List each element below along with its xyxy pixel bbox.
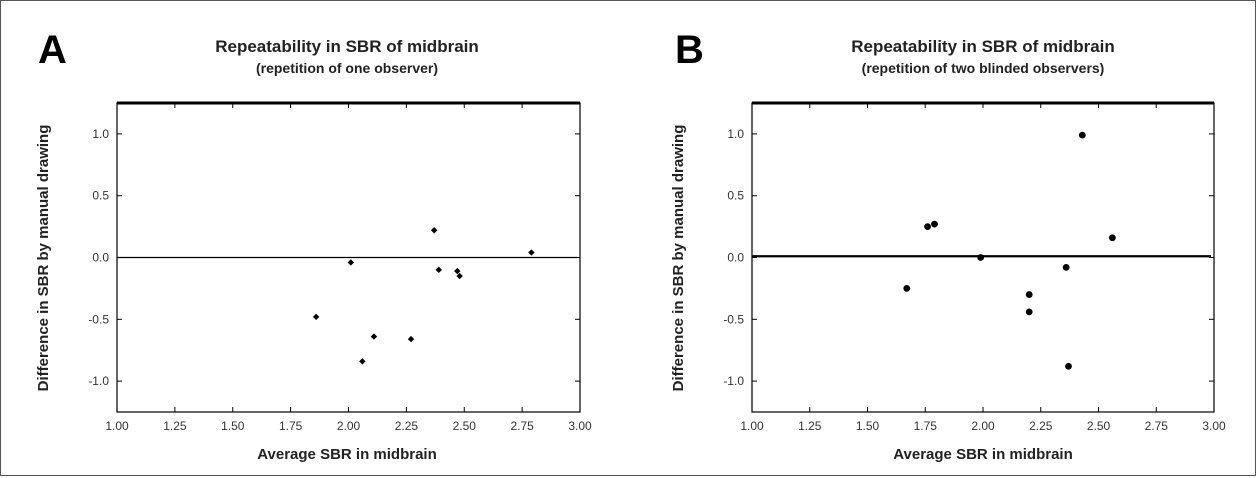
- data-point-a: [456, 272, 463, 280]
- x-tick-label-b: 2.25: [1029, 419, 1053, 433]
- y-axis-label-b: Difference in SBR by manual drawing: [670, 125, 687, 392]
- x-tick-label-b: 2.75: [1145, 419, 1169, 433]
- data-point-a: [347, 259, 355, 266]
- y-tick-label-a: 0.5: [92, 189, 109, 203]
- y-tick-label-a: 0.0: [92, 251, 109, 265]
- y-tick-label-b: 0.0: [727, 251, 744, 265]
- y-tick-label-b: -0.5: [723, 312, 744, 326]
- data-point-a: [528, 249, 535, 256]
- x-tick-label-b: 2.00: [971, 419, 995, 433]
- data-point-b: [1025, 308, 1033, 316]
- data-point-b: [1078, 131, 1086, 139]
- data-point-a: [435, 266, 442, 274]
- data-point-b: [903, 285, 911, 292]
- y-tick-label-a: -0.5: [88, 312, 109, 326]
- data-point-a: [454, 267, 461, 275]
- x-tick-label-a: 1.50: [221, 419, 245, 433]
- x-axis-label-a: Average SBR in midbrain: [257, 446, 437, 463]
- data-point-b: [931, 220, 938, 228]
- data-point-a: [407, 335, 415, 343]
- y-tick-label-a: -1.0: [88, 374, 109, 388]
- x-tick-label-b: 1.75: [914, 419, 938, 433]
- panel-b: B Repeatability in SBR of midbrain (repe…: [670, 28, 1226, 463]
- data-point-a: [359, 358, 366, 365]
- x-tick-label-a: 1.00: [105, 419, 129, 433]
- data-point-b: [924, 223, 931, 231]
- chart-title-a: Repeatability in SBR of midbrain: [215, 37, 479, 56]
- x-tick-label-a: 2.25: [395, 419, 419, 433]
- data-point-a: [370, 333, 378, 340]
- data-point-b: [977, 254, 985, 261]
- y-tick-label-a: 1.0: [92, 127, 109, 141]
- x-tick-label-a: 1.25: [163, 419, 187, 433]
- data-point-a: [312, 313, 320, 321]
- panel-a: A Repeatability in SBR of midbrain (repe…: [35, 28, 592, 463]
- x-tick-label-a: 2.50: [453, 419, 477, 433]
- y-axis-label-a: Difference in SBR by manual drawing: [35, 125, 52, 392]
- panel-letter-b: B: [675, 28, 704, 72]
- x-tick-label-b: 1.25: [798, 419, 822, 433]
- x-tick-label-b: 3.00: [1202, 419, 1226, 433]
- chart-subtitle-b: (repetition of two blinded observers): [862, 60, 1105, 76]
- x-tick-label-a: 2.75: [510, 419, 534, 433]
- x-tick-label-a: 2.00: [337, 419, 361, 433]
- data-point-b: [1065, 362, 1072, 370]
- y-tick-label-b: -1.0: [723, 374, 744, 388]
- y-tick-label-b: 1.0: [727, 127, 744, 141]
- chart-title-b: Repeatability in SBR of midbrain: [851, 37, 1115, 56]
- y-tick-label-b: 0.5: [727, 189, 744, 203]
- data-point-a: [430, 227, 438, 234]
- x-tick-label-b: 1.50: [856, 419, 880, 433]
- data-point-b: [1062, 263, 1070, 271]
- chart-subtitle-a: (repetition of one observer): [256, 60, 438, 76]
- data-point-b: [1108, 234, 1116, 242]
- x-tick-label-b: 1.00: [740, 419, 764, 433]
- x-axis-label-b: Average SBR in midbrain: [893, 446, 1073, 463]
- panel-letter-a: A: [38, 28, 67, 72]
- x-tick-label-a: 3.00: [568, 419, 592, 433]
- x-tick-label-a: 1.75: [279, 419, 303, 433]
- data-point-b: [1025, 291, 1033, 298]
- x-tick-label-b: 2.50: [1087, 419, 1111, 433]
